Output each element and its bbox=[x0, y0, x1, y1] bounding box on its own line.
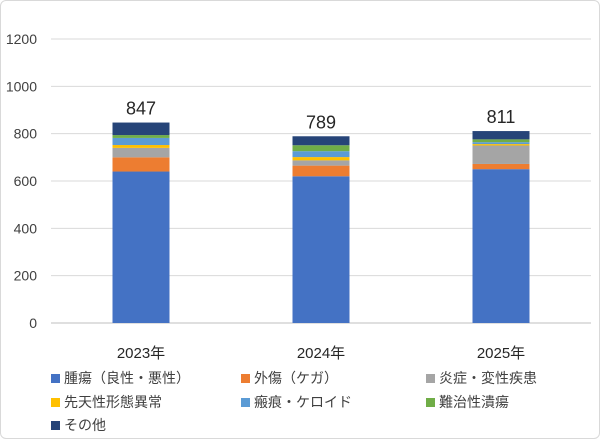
legend-item: 外傷（ケガ） bbox=[241, 370, 338, 386]
x-axis: 2023年 2024年 2025年 bbox=[117, 345, 525, 362]
x-tick-label: 2023年 bbox=[117, 345, 165, 362]
legend-swatch bbox=[51, 398, 60, 407]
bar-segment bbox=[292, 160, 350, 166]
bar-segment bbox=[292, 157, 350, 161]
legend-item: その他 bbox=[51, 417, 106, 433]
legend-label: 外傷（ケガ） bbox=[254, 370, 338, 386]
bar-segment bbox=[472, 142, 530, 145]
total-labels: 847 789 811 bbox=[126, 99, 515, 133]
y-tick-label: 400 bbox=[14, 220, 38, 236]
bar-segment bbox=[472, 145, 530, 164]
legend-swatch bbox=[241, 398, 250, 407]
y-tick-label: 0 bbox=[29, 315, 37, 331]
y-tick-label: 1200 bbox=[6, 31, 37, 47]
bars bbox=[112, 122, 530, 323]
bar-segment bbox=[112, 135, 170, 138]
total-label: 789 bbox=[306, 112, 336, 132]
legend-item: 先天性形態異常 bbox=[51, 394, 162, 410]
legend-swatch bbox=[51, 374, 60, 383]
legend-item: 炎症・変性疾患 bbox=[426, 370, 537, 386]
x-tick-label: 2024年 bbox=[297, 345, 345, 362]
bar-segment bbox=[112, 145, 170, 148]
bar-segment bbox=[292, 151, 350, 158]
legend-item: 腫瘍（良性・悪性） bbox=[51, 370, 190, 386]
bar-segment bbox=[112, 157, 170, 172]
bar-segment bbox=[292, 145, 350, 152]
y-tick-label: 200 bbox=[14, 268, 38, 284]
bar-segment bbox=[112, 147, 170, 158]
bar-segment bbox=[292, 176, 350, 323]
bar-segment bbox=[472, 144, 530, 146]
bar-segment bbox=[472, 163, 530, 170]
bar-segment bbox=[112, 171, 170, 323]
legend-label: 瘢痕・ケロイド bbox=[254, 394, 352, 410]
bar-segment bbox=[472, 131, 530, 140]
legend-label: 腫瘍（良性・悪性） bbox=[64, 370, 190, 386]
total-label: 811 bbox=[487, 107, 516, 127]
legend-swatch bbox=[426, 398, 435, 407]
legend-label: 炎症・変性疾患 bbox=[439, 370, 537, 386]
legend-label: 難治性潰瘍 bbox=[439, 394, 509, 410]
bar-segment bbox=[472, 139, 530, 143]
legend-item: 瘢痕・ケロイド bbox=[241, 394, 352, 410]
x-tick-label: 2025年 bbox=[477, 345, 525, 362]
bar-segment bbox=[112, 122, 170, 136]
bar-segment bbox=[292, 165, 350, 177]
y-tick-label: 800 bbox=[14, 126, 38, 142]
legend-item: 難治性潰瘍 bbox=[426, 394, 509, 410]
legend-swatch bbox=[51, 421, 60, 430]
bar-segment bbox=[292, 136, 350, 146]
y-axis: 0 200 400 600 800 1000 1200 bbox=[6, 31, 37, 331]
legend-swatch bbox=[426, 374, 435, 383]
legend-label: 先天性形態異常 bbox=[64, 394, 162, 410]
legend-label: その他 bbox=[64, 417, 106, 433]
total-label: 847 bbox=[126, 99, 156, 119]
bar-segment bbox=[112, 137, 170, 146]
bar-segment bbox=[472, 169, 530, 323]
y-tick-label: 1000 bbox=[6, 78, 37, 94]
legend-swatch bbox=[241, 374, 250, 383]
y-tick-label: 600 bbox=[14, 173, 38, 189]
